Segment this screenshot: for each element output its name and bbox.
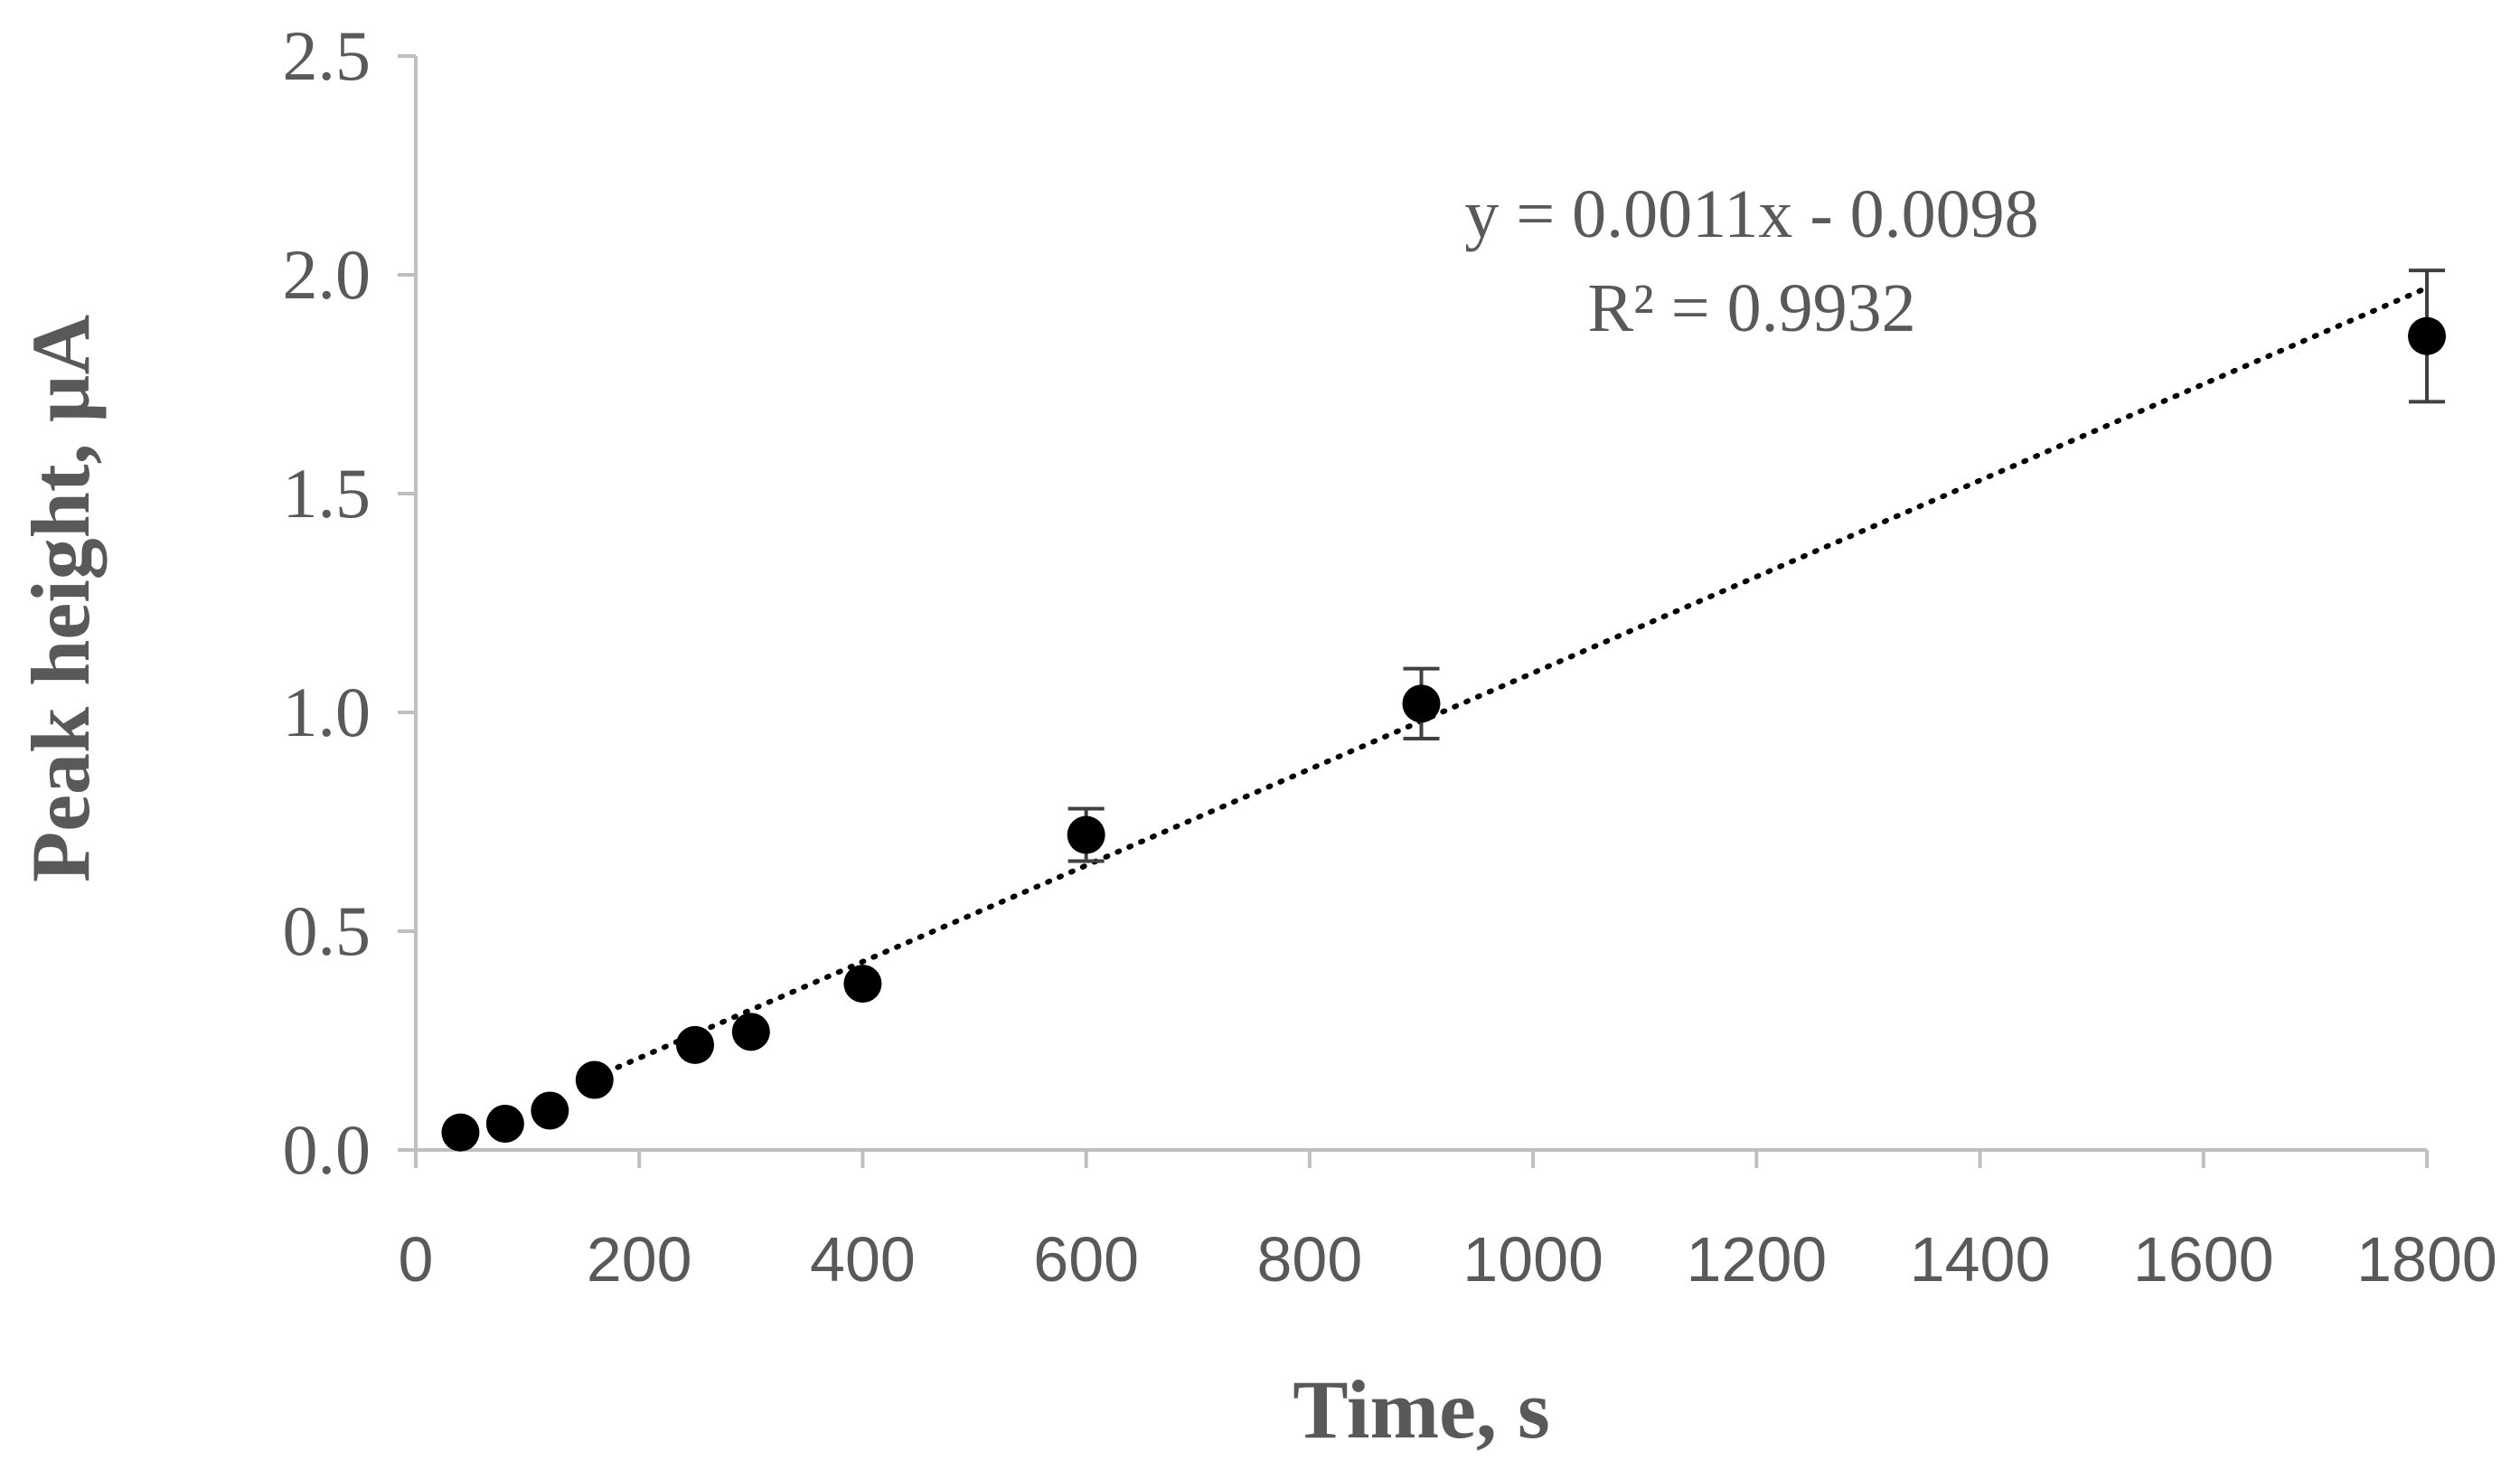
equation-label: y = 0.0011x - 0.0098 bbox=[1464, 176, 2038, 252]
axes bbox=[414, 56, 2427, 1152]
data-point bbox=[531, 1091, 569, 1130]
x-tick-label: 200 bbox=[587, 1224, 692, 1295]
x-axis-title: Time, s bbox=[1293, 1363, 1550, 1456]
data-point bbox=[843, 965, 882, 1004]
x-tick-label: 1800 bbox=[2356, 1224, 2497, 1295]
r-squared-label: R² = 0.9932 bbox=[1587, 270, 1915, 346]
data-point bbox=[1402, 684, 1441, 723]
x-tick-label: 1400 bbox=[1910, 1224, 2051, 1295]
y-tick-label: 2.5 bbox=[283, 16, 371, 95]
x-ticks: 0 200 400 600 800 1000 1200 1400 1600 1800 bbox=[399, 1150, 2497, 1295]
x-tick-label: 0 bbox=[399, 1224, 434, 1295]
y-tick-label: 0.5 bbox=[283, 891, 371, 970]
y-tick-label: 1.5 bbox=[283, 454, 371, 532]
data-point bbox=[731, 1013, 770, 1051]
y-tick-label: 0.0 bbox=[283, 1110, 371, 1189]
error-bars bbox=[1067, 269, 2445, 863]
y-tick-label: 1.0 bbox=[283, 673, 371, 751]
y-ticks: 0.0 0.5 1.0 1.5 2.0 2.5 bbox=[283, 16, 416, 1189]
x-tick-label: 1200 bbox=[1686, 1224, 1827, 1295]
x-tick-label: 1600 bbox=[2133, 1224, 2274, 1295]
data-point bbox=[485, 1104, 524, 1143]
data-point bbox=[676, 1025, 715, 1064]
data-point bbox=[1067, 815, 1105, 854]
data-point bbox=[2408, 316, 2446, 355]
data-point bbox=[441, 1113, 480, 1152]
y-axis-title: Peak height, µA bbox=[14, 315, 107, 882]
y-tick-label: 2.0 bbox=[283, 235, 371, 314]
data-point bbox=[575, 1060, 614, 1099]
trendline bbox=[591, 285, 2430, 1080]
x-tick-label: 1000 bbox=[1462, 1224, 1603, 1295]
x-tick-label: 600 bbox=[1033, 1224, 1139, 1295]
x-tick-label: 400 bbox=[810, 1224, 916, 1295]
x-tick-label: 800 bbox=[1256, 1224, 1362, 1295]
data-points bbox=[441, 316, 2446, 1152]
